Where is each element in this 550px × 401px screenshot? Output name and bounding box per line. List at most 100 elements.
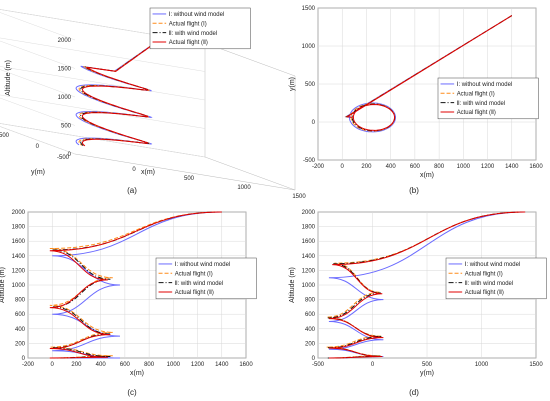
x-axis-label: y(m) bbox=[420, 370, 434, 377]
box-edge bbox=[0, 9, 296, 77]
legend-label: Actual flight (Ⅱ) bbox=[169, 40, 208, 46]
series-line bbox=[78, 31, 171, 146]
legend-label: Ⅱ: with wind model bbox=[465, 281, 513, 287]
legend-label: Ⅰ: without wind model bbox=[457, 82, 513, 88]
x-axis-label: x(m) bbox=[130, 370, 144, 377]
y-tick-label: 200 bbox=[15, 341, 26, 347]
legend-box bbox=[155, 257, 257, 300]
x-tick-label: 1400 bbox=[215, 362, 229, 368]
z-tick-label: 0 bbox=[68, 152, 72, 158]
x-tick-label: 1200 bbox=[481, 164, 495, 170]
x-axis-label: x(m) bbox=[420, 172, 434, 179]
x-tick-label: 0 bbox=[371, 362, 375, 368]
series-line bbox=[328, 211, 526, 359]
x-tick-label: 400 bbox=[386, 164, 397, 170]
y-tick-label: 500 bbox=[305, 82, 316, 88]
y-tick-label: 400 bbox=[305, 327, 316, 333]
x-tick-label: 1500 bbox=[292, 194, 306, 200]
x-tick-label: 200 bbox=[361, 164, 372, 170]
series-line bbox=[80, 31, 171, 147]
y-tick-label: 1600 bbox=[12, 239, 26, 245]
y-tick-label: 1600 bbox=[302, 239, 316, 245]
y-tick-label: 200 bbox=[305, 341, 316, 347]
series-line bbox=[344, 15, 513, 133]
y-tick-label: 1000 bbox=[302, 283, 316, 289]
x-tick-label: 600 bbox=[410, 164, 421, 170]
legend-label: Actual flight (Ⅰ) bbox=[457, 91, 495, 97]
x-tick-label: 1200 bbox=[191, 362, 205, 368]
x-tick-label: 400 bbox=[96, 362, 107, 368]
legend-label: Actual flight (Ⅰ) bbox=[465, 271, 503, 277]
grid-line bbox=[0, 40, 76, 69]
y-tick-label: 1400 bbox=[12, 254, 26, 260]
grid-line bbox=[0, 97, 76, 126]
x-tick-label: 0 bbox=[132, 167, 136, 173]
x-tick-label: 500 bbox=[422, 362, 433, 368]
y-tick-label: 1800 bbox=[302, 225, 316, 231]
y-tick-label: 2000 bbox=[302, 210, 316, 216]
series-line bbox=[327, 211, 526, 359]
grid-line bbox=[0, 37, 206, 72]
legend-box bbox=[445, 257, 547, 300]
x-tick-label: 800 bbox=[434, 164, 445, 170]
y-tick-label: -500 bbox=[303, 158, 316, 164]
y-axis-label: y(m) bbox=[289, 77, 296, 91]
y-tick-label: 800 bbox=[305, 298, 316, 304]
legend-label: Actual flight (Ⅰ) bbox=[175, 271, 213, 277]
z-tick-label: 1500 bbox=[58, 67, 72, 73]
z-tick-label: 500 bbox=[61, 124, 72, 130]
y-tick-label: 0 bbox=[36, 144, 40, 150]
x-tick-label: 1000 bbox=[237, 185, 251, 191]
y-axis-label: Altitude (m) bbox=[0, 267, 6, 303]
caption-a: (a) bbox=[127, 186, 137, 195]
series-line bbox=[49, 211, 222, 359]
y-tick-label: 400 bbox=[15, 327, 26, 333]
x-tick-label: 500 bbox=[184, 176, 195, 182]
y-tick-label: 1800 bbox=[12, 225, 26, 231]
legend-label: Actual flight (Ⅱ) bbox=[465, 290, 504, 296]
x-tick-label: 1000 bbox=[475, 362, 489, 368]
z-tick-label: 2000 bbox=[58, 38, 72, 44]
legend-label: Ⅰ: without wind model bbox=[465, 262, 521, 268]
z-axis-label: Altitude (m) bbox=[5, 60, 12, 96]
x-tick-label: 1600 bbox=[239, 362, 253, 368]
x-tick-label: -200 bbox=[22, 362, 35, 368]
y-tick-label: 0 bbox=[312, 356, 316, 362]
x-axis-label: x(m) bbox=[141, 169, 155, 176]
floor-box bbox=[0, 123, 296, 191]
y-tick-label: 1200 bbox=[302, 268, 316, 274]
x-tick-label: 200 bbox=[71, 362, 82, 368]
chart-a: 0500100015002000050010001500-50005001000… bbox=[0, 7, 306, 200]
legend-label: Ⅱ: with wind model bbox=[169, 31, 217, 37]
x-tick-label: -500 bbox=[312, 362, 325, 368]
legend-label: Ⅱ: with wind model bbox=[175, 281, 223, 287]
grid-line bbox=[0, 12, 76, 41]
x-tick-label: -200 bbox=[312, 164, 325, 170]
series-line bbox=[326, 211, 526, 359]
y-tick-label: 1200 bbox=[12, 268, 26, 274]
series-line bbox=[75, 31, 171, 146]
x-tick-label: 1400 bbox=[505, 164, 519, 170]
legend-label: Actual flight (Ⅱ) bbox=[175, 290, 214, 296]
y-tick-label: 600 bbox=[15, 312, 26, 318]
y-tick-label: 500 bbox=[0, 133, 10, 139]
chart-d: -500 0 500 1000 1500020040060080010001200140… bbox=[289, 210, 547, 397]
legend-label: Actual flight (Ⅰ) bbox=[169, 21, 207, 27]
x-tick-label: 1500 bbox=[529, 362, 543, 368]
y-tick-label: 1000 bbox=[12, 283, 26, 289]
y-axis-label: Altitude (m) bbox=[289, 267, 296, 303]
y-tick-label: 1000 bbox=[302, 44, 316, 50]
grid-line bbox=[0, 94, 206, 129]
legend-label: Ⅱ: with wind model bbox=[457, 101, 505, 107]
y-tick-label: 800 bbox=[15, 298, 26, 304]
legend-label: Ⅰ: without wind model bbox=[169, 12, 225, 18]
y-tick-label: 1500 bbox=[302, 6, 316, 12]
y-tick-label: 0 bbox=[312, 120, 316, 126]
legend-label: Actual flight (Ⅱ) bbox=[457, 110, 496, 116]
caption-d: (d) bbox=[409, 388, 419, 397]
x-tick-label: 1600 bbox=[529, 164, 543, 170]
y-tick-label: 0 bbox=[22, 356, 26, 362]
x-tick-label: 0 bbox=[51, 362, 55, 368]
x-tick-label: 600 bbox=[120, 362, 131, 368]
